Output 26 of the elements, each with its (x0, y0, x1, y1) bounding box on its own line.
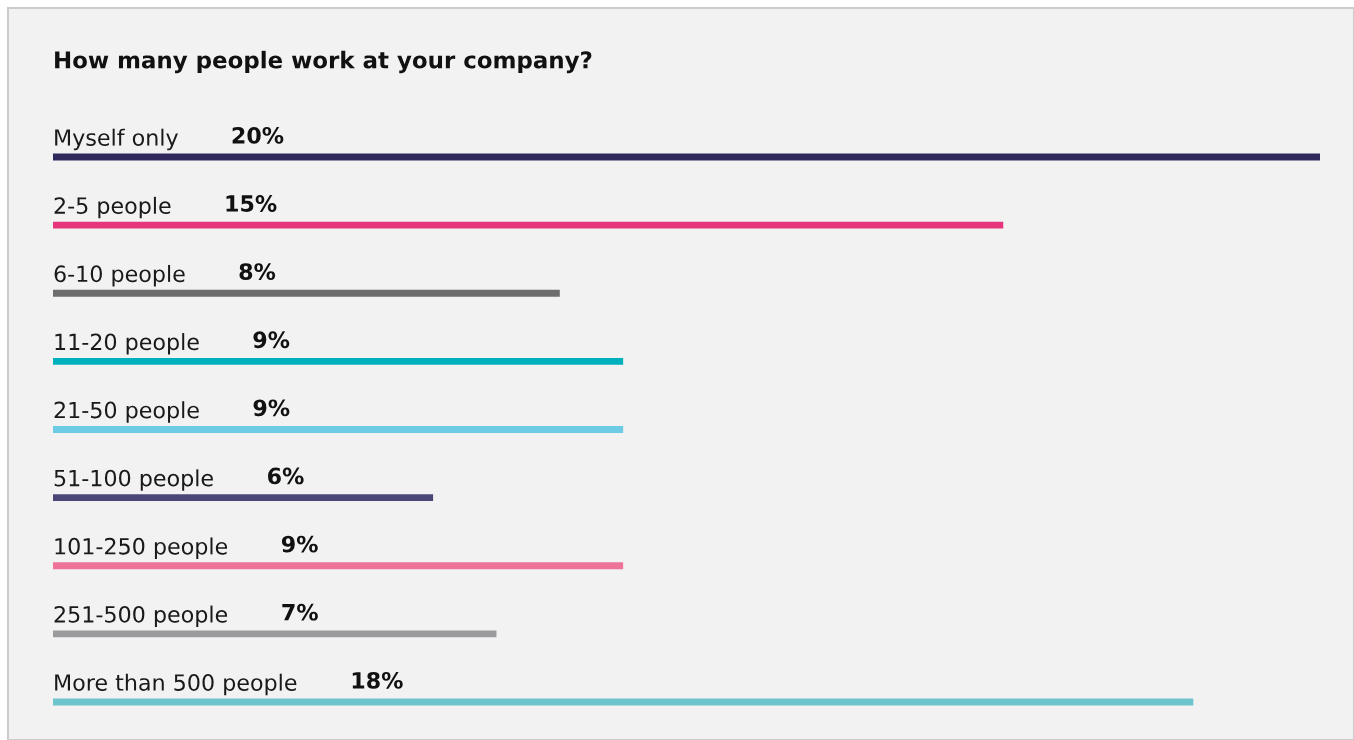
bar (53, 494, 434, 502)
data-label: 18% (352, 671, 403, 689)
data-label: 9% (253, 331, 290, 349)
y-tick-label: 6-10 people (54, 264, 185, 287)
data-label: 9% (281, 535, 318, 553)
y-tick-label: 21-50 people (54, 401, 199, 423)
data-label: 9% (253, 399, 290, 417)
y-tick-label: 51-100 people (54, 469, 213, 491)
bar (53, 289, 560, 297)
y-tick-label: 11-20 people (55, 333, 199, 355)
data-label: 7% (282, 603, 318, 621)
bar (53, 357, 624, 365)
data-label: 6% (268, 467, 304, 485)
data-label: 15% (226, 195, 277, 212)
bar (53, 562, 624, 570)
chart-title: How many people work at your company? (55, 50, 592, 74)
y-tick-label: 101-250 people (55, 537, 228, 559)
y-tick-label: 251-500 people (54, 605, 228, 628)
y-tick-label: Myself only (55, 128, 178, 151)
bar (53, 221, 1004, 229)
y-tick-label: More than 500 people (55, 673, 297, 696)
data-label: 8% (239, 263, 276, 280)
bar (53, 630, 497, 638)
bar (53, 426, 624, 433)
data-label: 20% (232, 126, 284, 144)
y-tick-label: 2-5 people (54, 196, 171, 219)
